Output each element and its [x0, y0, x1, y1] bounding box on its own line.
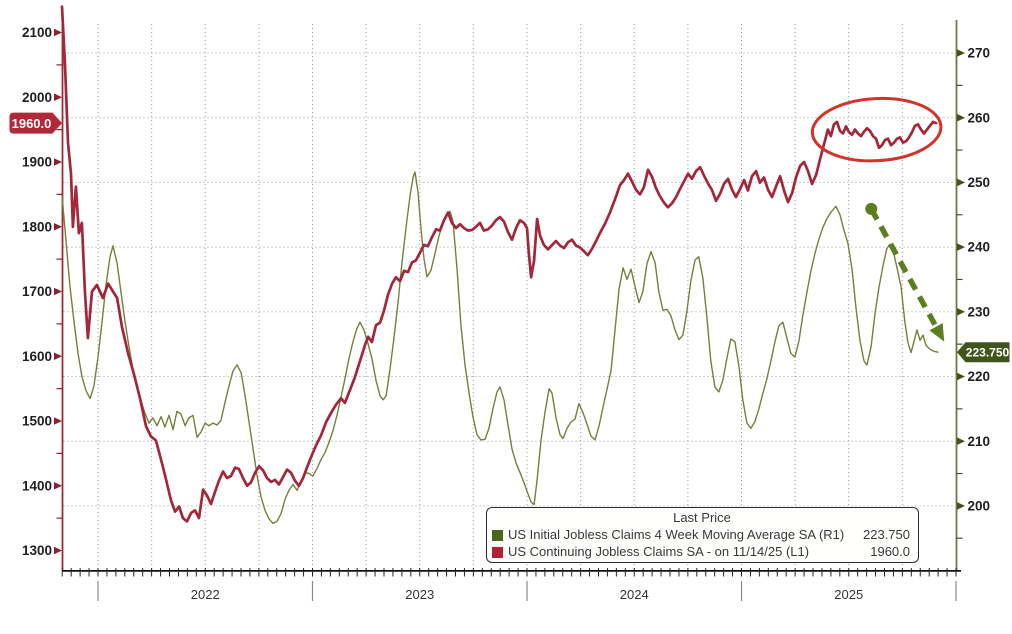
left-last-price-badge — [9, 112, 62, 134]
right-tick-arrow-icon — [957, 243, 965, 251]
left-tick-arrow-icon — [54, 93, 62, 102]
right-axis-label: 220 — [968, 369, 991, 384]
left-axis-label: 2000 — [22, 90, 52, 105]
legend-box: Last Price US Initial Jobless Claims 4 W… — [486, 507, 919, 563]
left-tick-arrow-icon — [54, 352, 62, 361]
initial-claims-swatch-icon — [492, 529, 503, 541]
year-label: 2024 — [620, 587, 649, 602]
year-label: 2023 — [405, 587, 434, 602]
trend-arrow-head-icon — [929, 323, 945, 342]
left-tick-arrow-icon — [54, 417, 62, 425]
right-tick-arrow-icon — [957, 178, 965, 187]
left-axis-label: 1400 — [22, 478, 52, 493]
left-axis-label: 1600 — [22, 349, 52, 364]
continuing-claims-line — [60, 5, 938, 523]
right-axis-label: 200 — [968, 499, 991, 514]
left-tick-arrow-icon — [54, 546, 62, 555]
left-tick-arrow-icon — [54, 222, 62, 231]
right-last-price-badge — [957, 342, 1010, 363]
left-axis-label: 2100 — [22, 25, 52, 40]
left-axis-label: 1700 — [22, 284, 52, 299]
left-axis-label: 1300 — [22, 543, 52, 558]
left-axis-label: 1900 — [22, 155, 52, 170]
legend-row-initial-claims: US Initial Jobless Claims 4 Week Moving … — [492, 527, 912, 543]
right-badge-value: 223.750 — [966, 345, 1010, 359]
right-axis-label: 240 — [968, 240, 991, 255]
right-tick-arrow-icon — [957, 308, 965, 316]
right-axis-label: 250 — [968, 175, 991, 190]
legend-title: Last Price — [673, 510, 731, 525]
initial-claims-line — [61, 171, 939, 525]
year-label: 2025 — [834, 587, 863, 602]
legend-value: 1960.0 — [870, 544, 910, 559]
legend-label: US Initial Jobless Claims 4 Week Moving … — [508, 527, 845, 542]
left-tick-arrow-icon — [54, 158, 62, 166]
year-label: 2022 — [191, 587, 220, 602]
left-tick-arrow-icon — [54, 481, 62, 490]
right-tick-arrow-icon — [957, 437, 965, 445]
left-badge-value: 1960.0 — [12, 116, 52, 131]
left-axis-label: 1800 — [22, 219, 52, 234]
legend-value: 223.750 — [863, 527, 910, 542]
trend-arrow-shaft — [868, 207, 939, 329]
right-tick-arrow-icon — [957, 502, 965, 510]
continuing-claims-swatch-icon — [492, 546, 503, 558]
right-axis-label: 210 — [968, 434, 991, 449]
right-tick-arrow-icon — [957, 49, 965, 57]
left-axis-label: 1500 — [22, 414, 52, 429]
right-tick-arrow-icon — [957, 113, 965, 122]
right-axis-label: 260 — [968, 110, 991, 125]
trend-arrow-origin-dot — [865, 202, 878, 215]
left-tick-arrow-icon — [54, 28, 62, 37]
highlight-ellipse — [810, 96, 943, 163]
legend-row-continuing-claims: US Continuing Jobless Claims SA - on 11/… — [492, 544, 912, 560]
legend-label: US Continuing Jobless Claims SA - on 11/… — [508, 544, 810, 559]
left-tick-arrow-icon — [54, 287, 62, 296]
right-tick-arrow-icon — [957, 372, 965, 381]
right-axis-label: 270 — [968, 46, 991, 61]
right-axis-label: 230 — [968, 304, 991, 319]
